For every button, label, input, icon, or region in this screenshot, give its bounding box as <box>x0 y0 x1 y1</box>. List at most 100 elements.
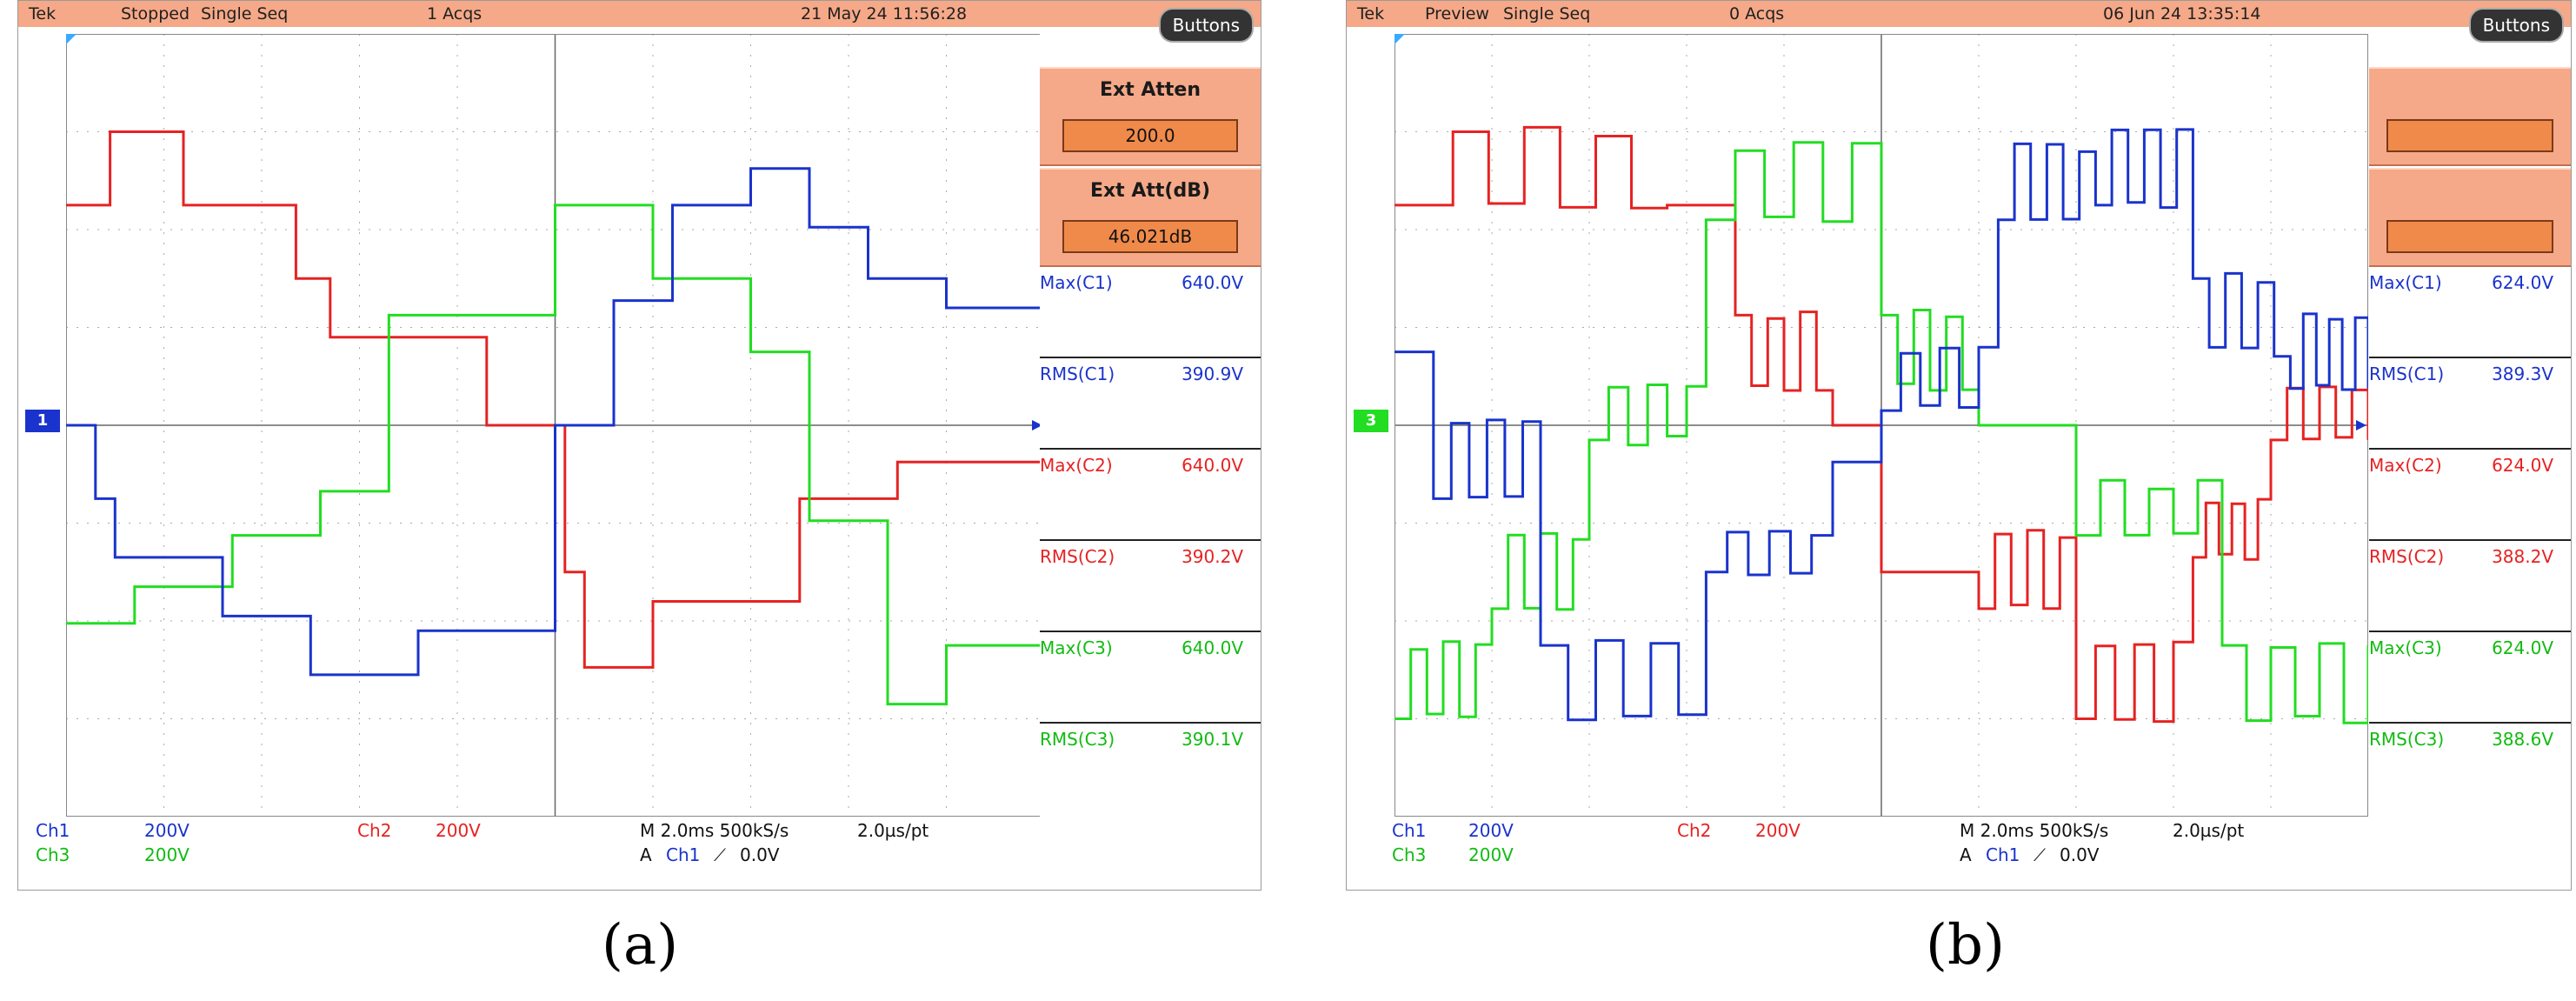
waveform-graticule <box>66 34 1044 817</box>
caption-b: (b) <box>1926 913 2005 978</box>
trigger-label: A <box>640 844 652 865</box>
measurement-label: RMS(C3) <box>1040 729 1115 750</box>
ch2-label: Ch2 <box>1677 820 1712 841</box>
measurement-max-c2: Max(C2) 640.0V <box>1040 448 1261 541</box>
date-time: 06 Jun 24 13:35:14 <box>2103 4 2261 23</box>
timebase-readout: M 2.0ms 500kS/s <box>1960 820 2109 841</box>
measurement-value: 388.2V <box>2492 546 2553 567</box>
buttons-button[interactable]: Buttons <box>2468 8 2564 43</box>
brand-label: Tek <box>29 4 57 23</box>
measurement-rms-c3: RMS(C3) 388.6V <box>2369 722 2571 813</box>
side-menu: Buttons Ext Atten 200.0 Ext Att(dB) 46.0… <box>1040 8 1261 817</box>
waveform-display <box>66 34 1044 817</box>
measurement-value: 624.0V <box>2492 637 2553 658</box>
sample-interval: 2.0µs/pt <box>2173 820 2245 841</box>
measurement-value: 390.2V <box>1181 546 1243 567</box>
menu-value[interactable] <box>2386 220 2553 253</box>
empty-menu-2[interactable] <box>2369 168 2571 267</box>
measurement-label: RMS(C2) <box>1040 546 1115 567</box>
trigger-edge-icon: ⟋ <box>714 844 726 865</box>
measurement-label: Max(C1) <box>2369 272 2442 293</box>
ch2-scale: 200V <box>1755 820 1801 841</box>
measurement-max-c3: Max(C3) 624.0V <box>2369 631 2571 724</box>
menu-title: Ext Atten <box>1099 79 1201 101</box>
acquisition-state: Stopped <box>121 4 190 23</box>
brand-label: Tek <box>1357 4 1385 23</box>
empty-menu-1[interactable] <box>2369 67 2571 166</box>
waveform-ch1 <box>66 167 1044 677</box>
measurement-max-c2: Max(C2) 624.0V <box>2369 448 2571 541</box>
status-bar: Tek Stopped Single Seq 1 Acqs 21 May 24 … <box>18 1 1261 27</box>
oscilloscope-panel-a: Tek Stopped Single Seq 1 Acqs 21 May 24 … <box>17 0 1261 891</box>
ext-atten-menu[interactable]: Ext Atten 200.0 <box>1040 67 1261 166</box>
measurement-rms-c3: RMS(C3) 390.1V <box>1040 722 1261 813</box>
channel-marker[interactable]: 3 <box>1354 410 1388 432</box>
ch1-label: Ch1 <box>36 820 70 841</box>
measurement-value: 640.0V <box>1181 637 1243 658</box>
menu-value[interactable]: 200.0 <box>1062 119 1238 152</box>
ch2-scale: 200V <box>436 820 481 841</box>
date-time: 21 May 24 11:56:28 <box>801 4 968 23</box>
measurement-value: 390.1V <box>1181 729 1243 750</box>
measurement-rms-c2: RMS(C2) 388.2V <box>2369 539 2571 632</box>
trigger-level-arrow-icon[interactable] <box>2356 420 2366 430</box>
trigger-label: A <box>1960 844 1972 865</box>
trigger-level: 0.0V <box>740 844 780 865</box>
channel-marker[interactable]: 1 <box>25 410 60 432</box>
acquisition-state: Preview <box>1425 4 1489 23</box>
waveform-ch1 <box>1395 128 2368 722</box>
measurement-label: RMS(C1) <box>1040 364 1115 384</box>
measurement-value: 640.0V <box>1181 455 1243 476</box>
trigger-channel: Ch1 <box>666 844 701 865</box>
trigger-position-icon <box>66 34 77 44</box>
measurement-value: 389.3V <box>2492 364 2553 384</box>
waveform-ch3 <box>1395 141 2368 724</box>
measurement-label: Max(C2) <box>2369 455 2442 476</box>
measurement-label: RMS(C2) <box>2369 546 2445 567</box>
measurement-max-c1: Max(C1) 624.0V <box>2369 265 2571 358</box>
menu-value[interactable]: 46.021dB <box>1062 220 1238 253</box>
measurement-label: RMS(C1) <box>2369 364 2445 384</box>
measurement-value: 624.0V <box>2492 272 2553 293</box>
timebase-readout: M 2.0ms 500kS/s <box>640 820 789 841</box>
measurement-rms-c1: RMS(C1) 389.3V <box>2369 357 2571 450</box>
ch1-scale: 200V <box>144 820 190 841</box>
trigger-level: 0.0V <box>2060 844 2100 865</box>
ch3-label: Ch3 <box>36 844 70 865</box>
ext-att-db-menu[interactable]: Ext Att(dB) 46.021dB <box>1040 168 1261 267</box>
measurement-label: Max(C2) <box>1040 455 1113 476</box>
buttons-button[interactable]: Buttons <box>1158 8 1254 43</box>
ch1-scale: 200V <box>1468 820 1514 841</box>
waveform-display <box>1395 34 2368 817</box>
measurement-max-c3: Max(C3) 640.0V <box>1040 631 1261 724</box>
measurement-rms-c1: RMS(C1) 390.9V <box>1040 357 1261 450</box>
trigger-position-icon <box>1395 34 1405 44</box>
channel-status-bar: Ch1 200V Ch3 200V Ch2 200V M 2.0ms 500kS… <box>18 820 1044 872</box>
ch3-scale: 200V <box>1468 844 1514 865</box>
acquisition-count: 0 Acqs <box>1729 4 1785 23</box>
waveform-graticule <box>1395 34 2368 817</box>
ch2-label: Ch2 <box>357 820 392 841</box>
measurement-rms-c2: RMS(C2) 390.2V <box>1040 539 1261 632</box>
measurement-label: Max(C3) <box>1040 637 1113 658</box>
measurement-label: Max(C1) <box>1040 272 1113 293</box>
measurement-value: 624.0V <box>2492 455 2553 476</box>
measurement-value: 388.6V <box>2492 729 2553 750</box>
trigger-level-arrow-icon[interactable] <box>1032 420 1042 430</box>
acquisition-mode: Single Seq <box>201 4 289 23</box>
measurement-label: RMS(C3) <box>2369 729 2445 750</box>
menu-value[interactable] <box>2386 119 2553 152</box>
menu-title: Ext Att(dB) <box>1089 180 1211 202</box>
channel-status-bar: Ch1 200V Ch3 200V Ch2 200V M 2.0ms 500kS… <box>1347 820 2373 872</box>
measurement-value: 640.0V <box>1181 272 1243 293</box>
measurement-value: 390.9V <box>1181 364 1243 384</box>
waveform-ch2 <box>1395 125 2368 724</box>
ch3-label: Ch3 <box>1392 844 1427 865</box>
ch1-label: Ch1 <box>1392 820 1427 841</box>
waveform-ch3 <box>66 204 1044 706</box>
acquisition-mode: Single Seq <box>1503 4 1591 23</box>
oscilloscope-panel-b: Tek Preview Single Seq 0 Acqs 06 Jun 24 … <box>1346 0 2572 891</box>
ch3-scale: 200V <box>144 844 190 865</box>
side-menu: Buttons Max(C1) 624.0V RMS(C1) 389.3V Ma… <box>2369 8 2571 817</box>
sample-interval: 2.0µs/pt <box>857 820 929 841</box>
